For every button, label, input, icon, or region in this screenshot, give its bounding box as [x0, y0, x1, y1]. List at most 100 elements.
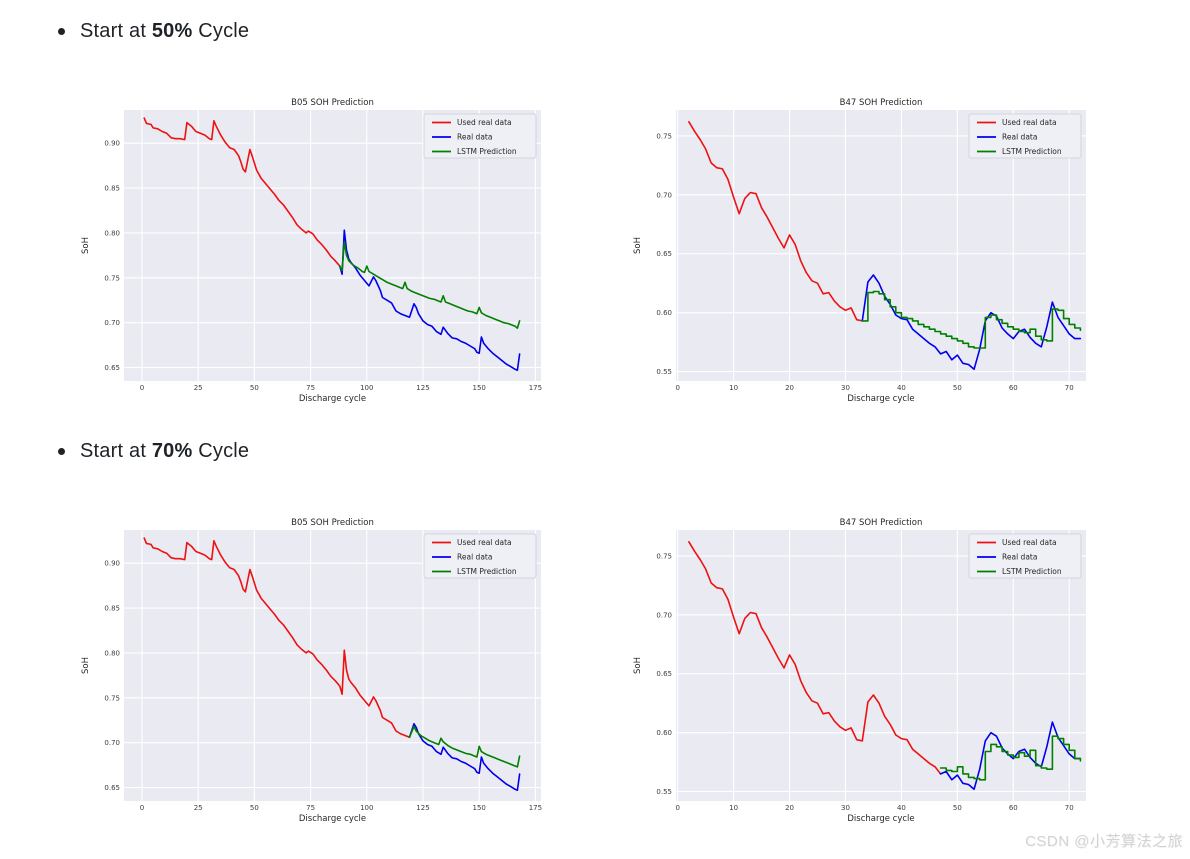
svg-text:Used real data: Used real data — [1002, 118, 1057, 127]
svg-text:0.75: 0.75 — [656, 132, 672, 140]
svg-text:0.60: 0.60 — [656, 309, 672, 317]
svg-text:Discharge cycle: Discharge cycle — [299, 814, 366, 824]
svg-text:0: 0 — [675, 804, 679, 812]
svg-text:B05 SOH Prediction: B05 SOH Prediction — [291, 518, 374, 528]
heading-text: Start at 70% Cycle — [80, 440, 249, 463]
section-heading-70-cycle: Start at 70% Cycle — [58, 437, 249, 465]
section-heading-50-cycle: Start at 50% Cycle — [58, 17, 249, 45]
svg-text:0.65: 0.65 — [656, 670, 672, 678]
svg-text:LSTM Prediction: LSTM Prediction — [1002, 567, 1062, 576]
svg-text:LSTM Prediction: LSTM Prediction — [457, 147, 517, 156]
svg-text:125: 125 — [416, 804, 429, 812]
svg-text:SoH: SoH — [633, 657, 643, 674]
svg-text:0: 0 — [140, 384, 144, 392]
svg-text:0.80: 0.80 — [104, 649, 120, 657]
svg-text:Discharge cycle: Discharge cycle — [299, 394, 366, 404]
bullet-icon — [58, 27, 65, 35]
svg-text:Real data: Real data — [457, 553, 492, 562]
svg-text:LSTM Prediction: LSTM Prediction — [457, 567, 517, 576]
svg-text:40: 40 — [897, 384, 906, 392]
heading-strong: 70% — [151, 439, 193, 462]
svg-text:Used real data: Used real data — [1002, 538, 1057, 547]
chart-b05-soh-prediction-70: 0 25 50 75 100 125 150 175 0.65 0.70 0.75 0.80 0.85 0… — [78, 515, 547, 830]
svg-text:Used real data: Used real data — [457, 538, 512, 547]
heading-prefix: Start at — [80, 439, 152, 462]
svg-text:0.85: 0.85 — [104, 605, 120, 613]
chart-canvas: 0 10 20 30 40 50 60 70 0.55 0.60 0.65 0.70 0.75 B47 S… — [633, 518, 1086, 824]
svg-text:0.55: 0.55 — [656, 368, 672, 376]
csdn-watermark: CSDN @小芳算法之旅 — [1025, 833, 1183, 850]
svg-text:B05 SOH Prediction: B05 SOH Prediction — [291, 98, 374, 108]
svg-text:0.70: 0.70 — [104, 739, 120, 747]
chart-b05-soh-prediction-50: 0 25 50 75 100 125 150 175 0.65 0.70 0.75 0.80 0.85 0… — [78, 95, 547, 410]
svg-text:30: 30 — [841, 804, 850, 812]
svg-text:10: 10 — [729, 384, 738, 392]
svg-text:0.65: 0.65 — [656, 250, 672, 258]
svg-text:0.75: 0.75 — [104, 694, 120, 702]
svg-text:125: 125 — [416, 384, 429, 392]
svg-text:SoH: SoH — [81, 657, 91, 674]
svg-text:70: 70 — [1065, 384, 1074, 392]
svg-text:0.75: 0.75 — [104, 274, 120, 282]
svg-text:40: 40 — [897, 804, 906, 812]
svg-text:50: 50 — [250, 804, 259, 812]
svg-text:25: 25 — [194, 804, 203, 812]
svg-text:100: 100 — [360, 384, 373, 392]
chart-canvas: 0 25 50 75 100 125 150 175 0.65 0.70 0.75 0.80 0.85 0… — [81, 518, 542, 824]
svg-text:0.70: 0.70 — [656, 191, 672, 199]
svg-text:10: 10 — [729, 804, 738, 812]
svg-text:0.90: 0.90 — [104, 140, 120, 148]
svg-text:70: 70 — [1065, 804, 1074, 812]
svg-text:100: 100 — [360, 804, 373, 812]
svg-text:SoH: SoH — [81, 237, 91, 254]
heading-suffix: Cycle — [192, 19, 250, 42]
svg-text:Used real data: Used real data — [457, 118, 512, 127]
svg-text:0.80: 0.80 — [104, 229, 120, 237]
svg-text:0.65: 0.65 — [104, 784, 120, 792]
bullet-icon — [58, 447, 65, 455]
chart-b47-soh-prediction-70: 0 10 20 30 40 50 60 70 0.55 0.60 0.65 0.70 0.75 B47 S… — [630, 515, 1092, 830]
heading-strong: 50% — [151, 19, 193, 42]
svg-text:0.75: 0.75 — [656, 552, 672, 560]
svg-text:SoH: SoH — [633, 237, 643, 254]
heading-text: Start at 50% Cycle — [80, 20, 249, 43]
svg-text:Real data: Real data — [1002, 133, 1037, 142]
svg-text:B47 SOH Prediction: B47 SOH Prediction — [840, 518, 923, 528]
svg-text:50: 50 — [953, 384, 962, 392]
svg-text:LSTM Prediction: LSTM Prediction — [1002, 147, 1062, 156]
svg-text:30: 30 — [841, 384, 850, 392]
svg-text:0.85: 0.85 — [104, 185, 120, 193]
svg-text:60: 60 — [1009, 384, 1018, 392]
chart-canvas: 0 10 20 30 40 50 60 70 0.55 0.60 0.65 0.70 0.75 B47 S… — [633, 98, 1086, 404]
svg-text:0.60: 0.60 — [656, 729, 672, 737]
heading-suffix: Cycle — [192, 439, 250, 462]
svg-text:150: 150 — [472, 804, 485, 812]
svg-text:175: 175 — [529, 804, 542, 812]
svg-text:0: 0 — [675, 384, 679, 392]
heading-prefix: Start at — [80, 19, 152, 42]
svg-text:Discharge cycle: Discharge cycle — [847, 394, 914, 404]
svg-text:75: 75 — [306, 804, 315, 812]
svg-text:75: 75 — [306, 384, 315, 392]
svg-text:175: 175 — [529, 384, 542, 392]
svg-text:0.90: 0.90 — [104, 560, 120, 568]
svg-text:20: 20 — [785, 804, 794, 812]
svg-text:20: 20 — [785, 384, 794, 392]
svg-text:0.70: 0.70 — [104, 319, 120, 327]
chart-canvas: 0 25 50 75 100 125 150 175 0.65 0.70 0.75 0.80 0.85 0… — [81, 98, 542, 404]
svg-text:0.70: 0.70 — [656, 611, 672, 619]
svg-text:60: 60 — [1009, 804, 1018, 812]
svg-text:0.65: 0.65 — [104, 364, 120, 372]
svg-text:Real data: Real data — [1002, 553, 1037, 562]
svg-text:0: 0 — [140, 804, 144, 812]
svg-text:Discharge cycle: Discharge cycle — [847, 814, 914, 824]
svg-text:50: 50 — [953, 804, 962, 812]
svg-text:Real data: Real data — [457, 133, 492, 142]
chart-b47-soh-prediction-50: 0 10 20 30 40 50 60 70 0.55 0.60 0.65 0.70 0.75 B47 S… — [630, 95, 1092, 410]
svg-text:150: 150 — [472, 384, 485, 392]
svg-text:B47 SOH Prediction: B47 SOH Prediction — [840, 98, 923, 108]
svg-text:0.55: 0.55 — [656, 788, 672, 796]
svg-text:25: 25 — [194, 384, 203, 392]
svg-text:50: 50 — [250, 384, 259, 392]
